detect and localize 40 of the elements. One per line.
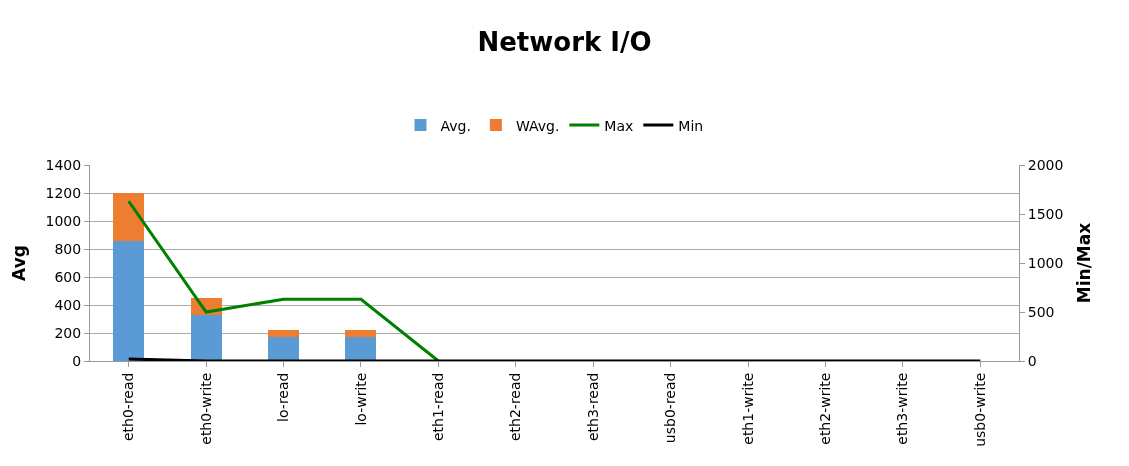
y2-tick-label: 500 <box>1027 303 1055 320</box>
bar <box>190 314 222 361</box>
legend-label: Avg. <box>440 117 471 134</box>
line-series <box>127 199 440 361</box>
x-tick-label: eth2-read <box>507 372 524 442</box>
x-tick-label: usb0-read <box>662 372 679 444</box>
y-axis-title: Avg <box>9 245 30 281</box>
y-tick-label: 800 <box>54 240 82 257</box>
y2-tick-label: 1500 <box>1027 205 1064 222</box>
bar <box>113 193 145 241</box>
y2-tick-label: 1000 <box>1027 254 1064 271</box>
x-tick-label: usb0-write <box>971 372 988 447</box>
bar <box>268 330 300 338</box>
chart-title: Network I/O <box>477 26 652 57</box>
x-tick-label: lo-read <box>275 372 292 422</box>
y2-tick-label: 0 <box>1027 352 1037 369</box>
y-tick-label: 600 <box>54 268 82 285</box>
y-tick-label: 1400 <box>45 156 82 173</box>
y-tick-label: 400 <box>54 296 82 313</box>
x-tick-label: eth3-write <box>894 372 911 445</box>
y2-tick-label: 2000 <box>1027 156 1064 173</box>
legend-label: Min <box>678 117 704 134</box>
x-tick-label: eth2-write <box>817 372 834 445</box>
x-tick-label: eth0-write <box>197 372 214 445</box>
x-tick-label: eth1-write <box>739 372 756 445</box>
x-tick-label: eth3-read <box>584 372 601 442</box>
bar <box>345 330 377 338</box>
x-tick-label: eth0-read <box>120 372 137 442</box>
y-tick-label: 0 <box>72 352 82 369</box>
y2-axis-title: Min/Max <box>1073 222 1094 304</box>
bar <box>345 337 377 361</box>
y-tick-label: 1000 <box>45 212 82 229</box>
x-tick-label: eth1-read <box>429 372 446 442</box>
x-tick-label: lo-write <box>352 372 369 426</box>
bar <box>268 337 300 361</box>
y-tick-label: 200 <box>54 324 82 341</box>
y-tick-label: 1200 <box>45 184 82 201</box>
bar <box>113 240 145 361</box>
legend-label: WAvg. <box>515 117 560 134</box>
legend-label: Max <box>604 117 634 134</box>
